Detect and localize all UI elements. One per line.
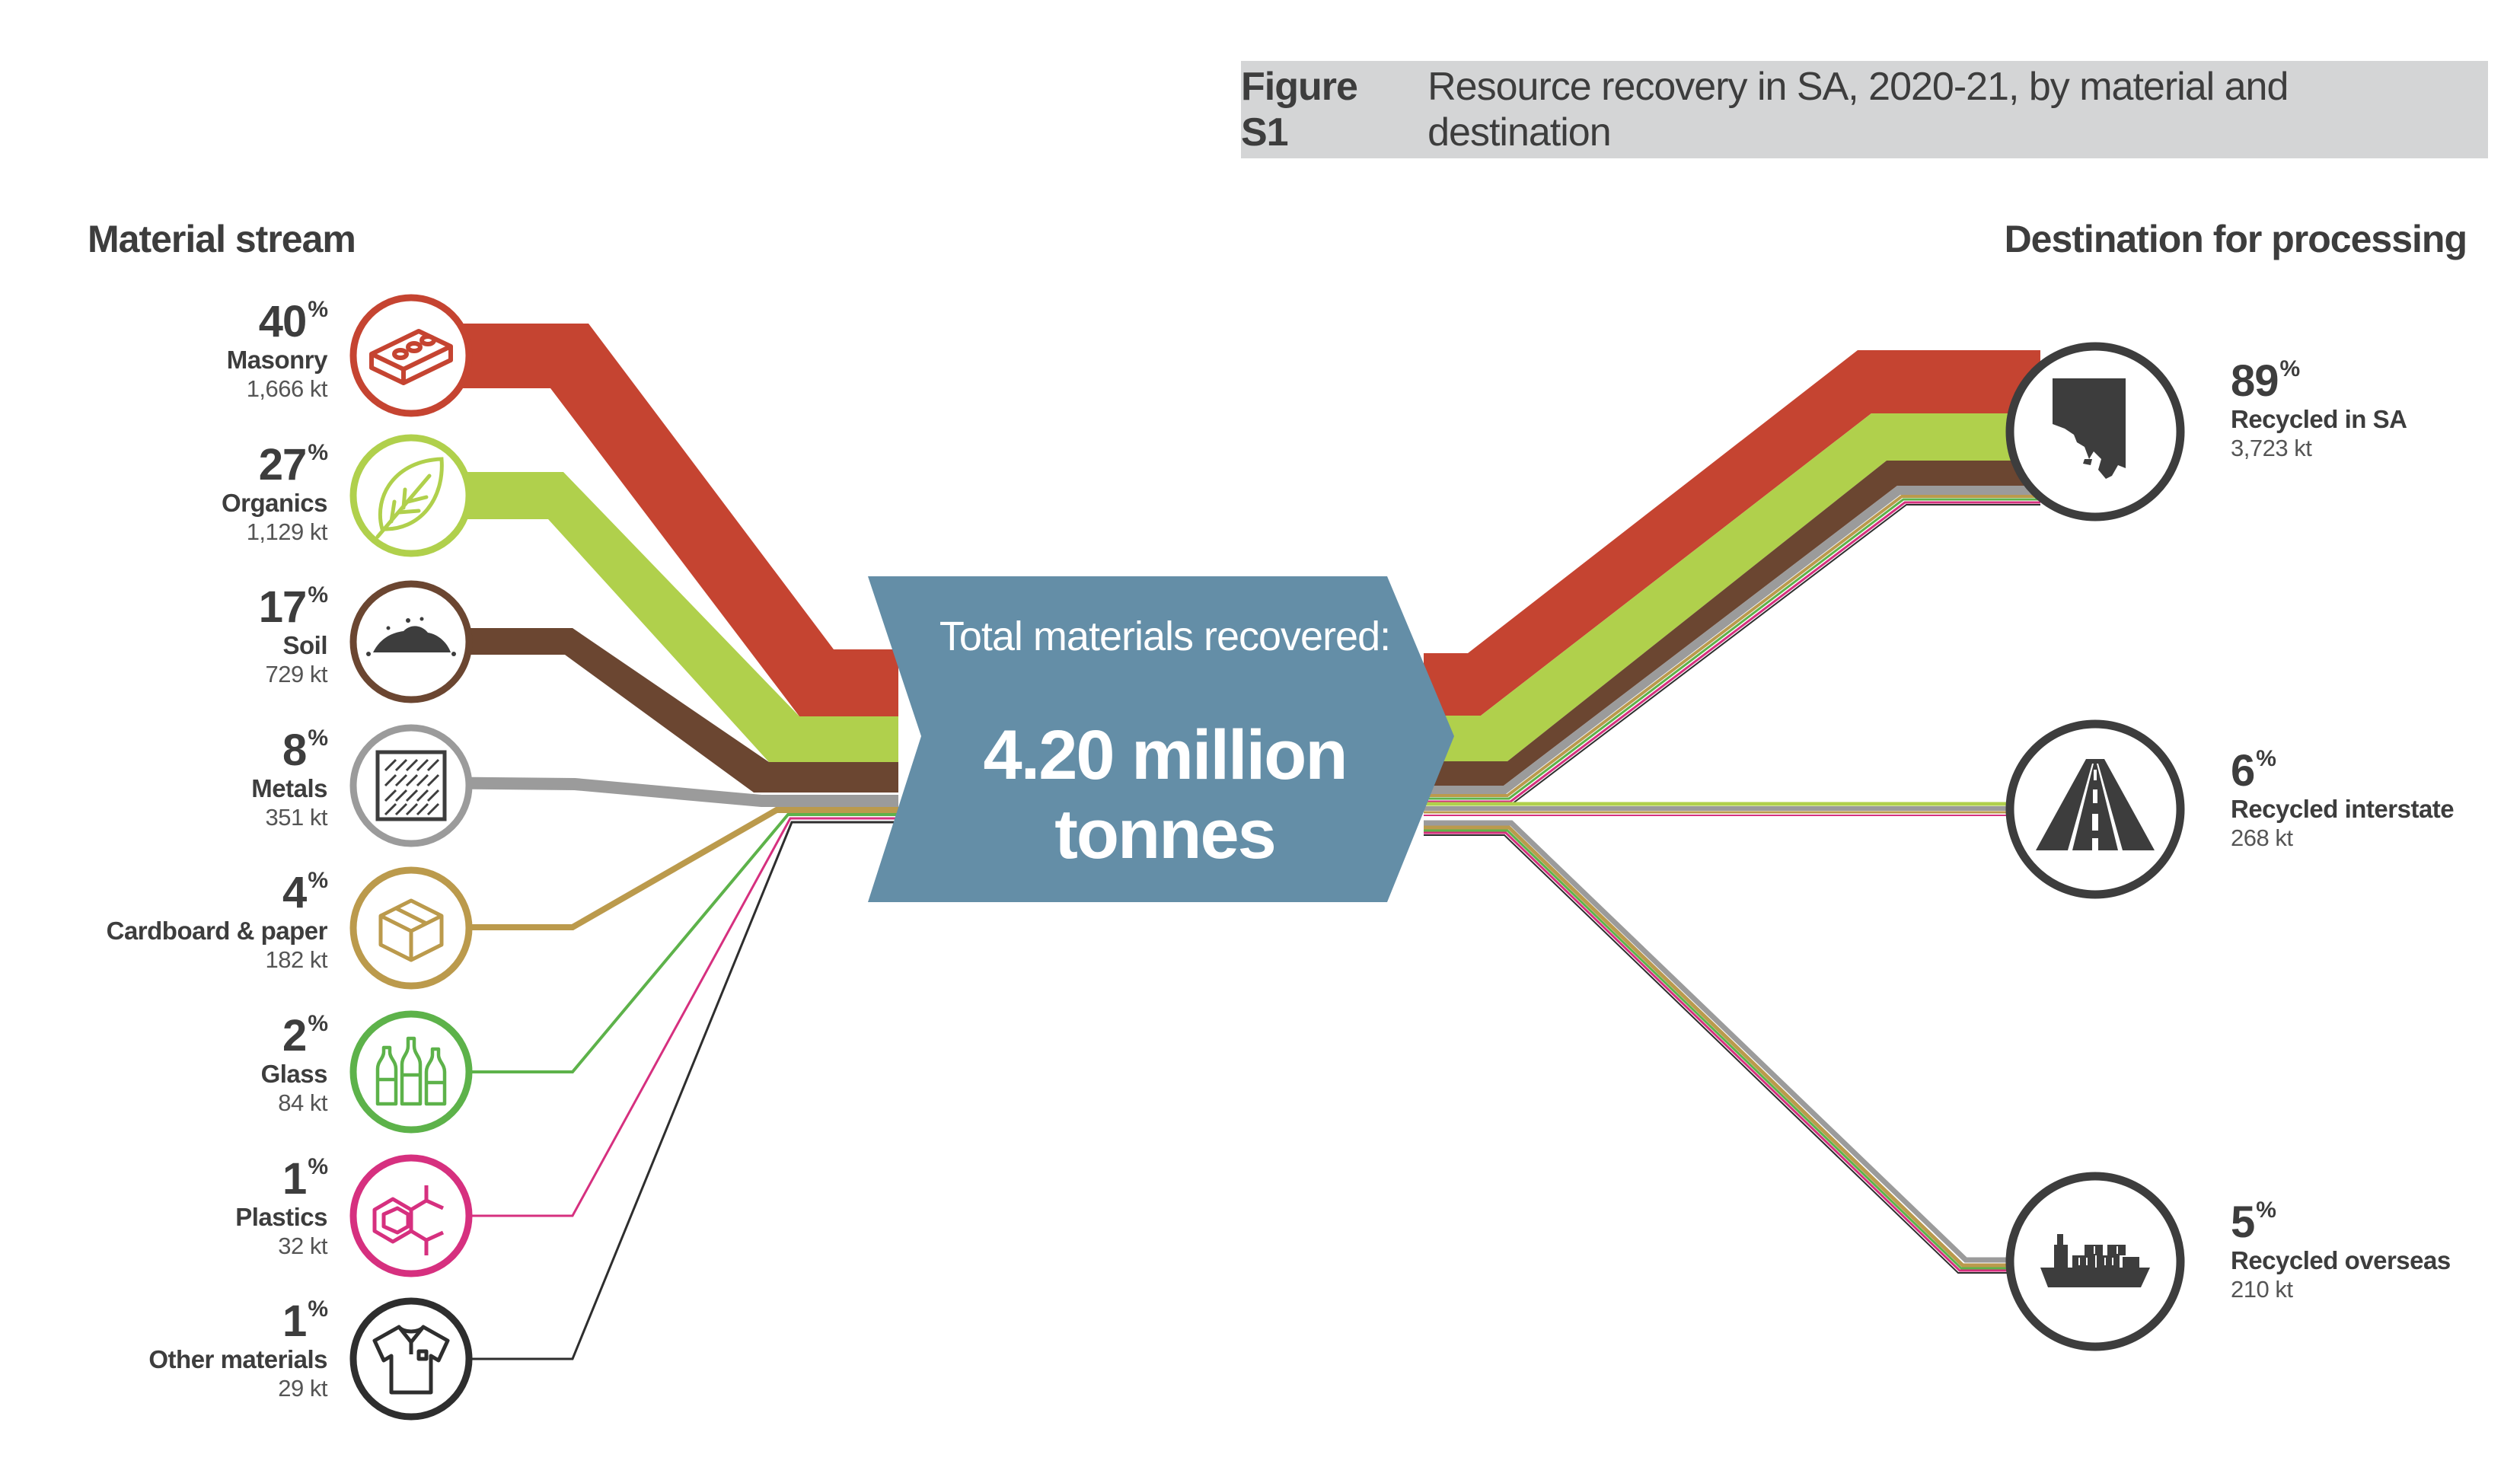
total-materials-box: [868, 576, 1454, 902]
material-label-masonry: 40% Masonry 1,666 kt: [8, 297, 328, 402]
destination-percent: 5%: [2231, 1198, 2276, 1247]
road-icon: [2005, 719, 2185, 899]
material-amount: 182 kt: [265, 946, 328, 973]
material-percent: 4%: [282, 868, 328, 917]
material-percent: 27%: [258, 440, 328, 490]
destination-label-sa: 89% Recycled in SA 3,723 kt: [2231, 356, 2520, 461]
metal-plate-icon: [349, 724, 473, 847]
flow-metals: [410, 777, 898, 807]
material-name: Glass: [260, 1060, 328, 1088]
flow-overseas-metals: [1424, 820, 2040, 1263]
material-label-organics: 27% Organics 1,129 kt: [8, 440, 328, 545]
destination-heading: Destination for processing: [2004, 218, 2467, 260]
total-materials-title: Total materials recovered:: [939, 614, 1391, 659]
material-label-glass: 2% Glass 84 kt: [8, 1011, 328, 1116]
material-percent: 1%: [282, 1154, 328, 1204]
destination-amount: 268 kt: [2231, 824, 2293, 851]
material-percent: 8%: [282, 726, 328, 775]
material-stream-heading: Material stream: [88, 218, 356, 260]
destination-label-interstate: 6% Recycled interstate 268 kt: [2231, 748, 2520, 850]
flow-sa-plastics: [1424, 501, 2040, 803]
material-amount: 1,129 kt: [246, 518, 328, 545]
flow-plastics: [411, 817, 898, 1217]
flow-sa-masonry: [1424, 350, 2040, 716]
flow-sa-cardboard: [1424, 495, 2040, 797]
box-icon: [349, 866, 473, 990]
material-name: Other materials: [148, 1345, 327, 1373]
figure-title: Resource recovery in SA, 2020-21, by mat…: [1427, 65, 2289, 155]
material-percent: 2%: [282, 1011, 328, 1060]
flow-overseas-glass: [1424, 829, 2040, 1270]
material-label-metals: 8% Metals 351 kt: [8, 726, 328, 831]
material-amount: 351 kt: [265, 804, 328, 831]
destination-name: Recycled interstate: [2231, 795, 2455, 823]
material-name: Organics: [221, 489, 328, 517]
destination-name: Recycled in SA: [2231, 405, 2407, 433]
flow-soil: [411, 628, 898, 793]
material-percent: 1%: [282, 1296, 328, 1346]
south-australia-map-icon: [2005, 342, 2185, 521]
material-name: Metals: [251, 774, 327, 802]
flow-sa-organics: [1424, 413, 2040, 761]
material-label-cardboard: 4% Cardboard & paper 182 kt: [8, 868, 328, 973]
destination-label-overseas: 5% Recycled overseas 210 kt: [2231, 1198, 2520, 1303]
flow-overseas-other: [1424, 834, 2040, 1274]
destination-amount: 3,723 kt: [2231, 435, 2312, 461]
material-label-other: 1% Other materials 29 kt: [8, 1296, 328, 1402]
soil-pile-icon: [349, 580, 473, 703]
destination-percent: 89%: [2231, 356, 2300, 406]
figure-number: Figure S1: [1241, 65, 1358, 155]
material-label-soil: 17% Soil 729 kt: [8, 582, 328, 687]
tshirt-icon: [349, 1297, 473, 1421]
material-label-plastics: 1% Plastics 32 kt: [8, 1154, 328, 1259]
molecule-icon: [349, 1154, 473, 1277]
cargo-ship-icon: [2005, 1172, 2185, 1351]
destination-amount: 210 kt: [2231, 1276, 2293, 1303]
material-flows: [410, 324, 898, 1360]
material-percent: 17%: [258, 582, 328, 632]
total-materials-value: 4.20 million tonnes: [983, 716, 1348, 873]
material-percent: 40%: [258, 297, 328, 346]
material-amount: 32 kt: [278, 1233, 327, 1259]
destination-name: Recycled overseas: [2231, 1246, 2451, 1274]
bottles-icon: [349, 1010, 473, 1134]
material-amount: 1,666 kt: [246, 375, 328, 402]
material-amount: 729 kt: [265, 661, 328, 687]
material-icons: [349, 294, 473, 1421]
flow-overseas-cardboard: [1424, 825, 2040, 1268]
material-name: Soil: [282, 631, 327, 659]
material-name: Cardboard & paper: [106, 917, 328, 945]
leaf-icon: [349, 434, 473, 557]
brick-icon: [349, 294, 473, 417]
flow-masonry: [411, 324, 898, 716]
flow-glass: [411, 813, 898, 1073]
destination-percent: 6%: [2231, 746, 2276, 796]
destination-icons: [2005, 342, 2185, 1351]
flow-other: [411, 821, 898, 1360]
material-name: Plastics: [235, 1203, 327, 1231]
flow-sa-glass: [1424, 498, 2040, 800]
material-amount: 84 kt: [278, 1089, 327, 1116]
destination-flows: [1424, 350, 2040, 1274]
flow-cardboard: [411, 807, 898, 930]
material-name: Masonry: [226, 346, 328, 374]
flow-organics: [411, 472, 898, 762]
material-amount: 29 kt: [278, 1375, 327, 1402]
figure-title-banner: Figure S1 Resource recovery in SA, 2020-…: [1241, 61, 2488, 158]
flow-overseas-plastics: [1424, 831, 2040, 1272]
